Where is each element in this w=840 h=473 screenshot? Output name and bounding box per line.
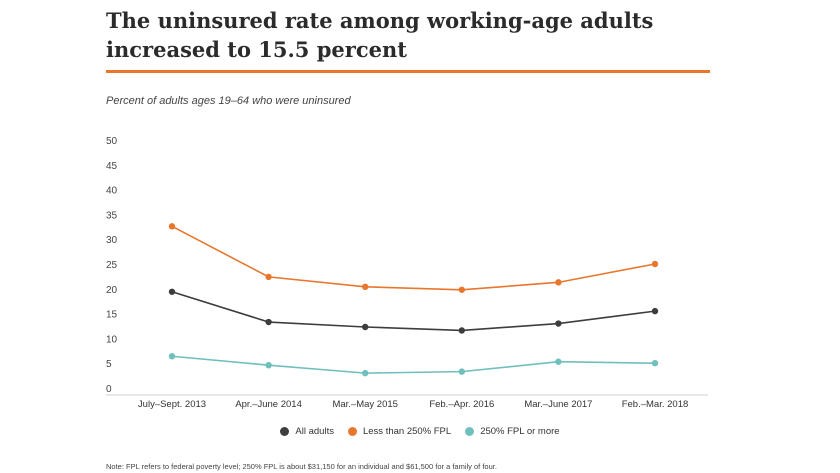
data-point-less-than-250-fpl: [458, 286, 465, 293]
legend-item-250-fpl-or-more: 250% FPL or more: [465, 426, 560, 437]
y-tick-label: 40: [106, 186, 118, 197]
y-tick-label: 20: [106, 285, 118, 296]
y-tick-label: 35: [106, 210, 118, 221]
chart-subtitle: Percent of adults ages 19–64 who were un…: [106, 95, 351, 107]
legend-label-all-adults: All adults: [295, 426, 334, 437]
y-tick-label: 45: [106, 161, 118, 172]
legend-dot-all-adults: [280, 427, 290, 436]
data-point-less-than-250-fpl: [168, 223, 176, 230]
legend-label-less-than-250-fpl: Less than 250% FPL: [362, 426, 452, 437]
x-tick-label: Feb.–Apr. 2016: [429, 399, 494, 410]
data-point-250-fpl-or-more: [168, 353, 176, 360]
data-point-all-adults: [362, 323, 369, 331]
data-point-all-adults: [651, 307, 659, 315]
y-tick-label: 50: [106, 136, 118, 147]
data-point-all-adults: [458, 327, 465, 334]
chart-title: The uninsured rate among working-age adu…: [106, 8, 654, 62]
y-tick-label: 10: [106, 334, 118, 345]
y-tick-label: 25: [106, 260, 118, 271]
data-point-250-fpl-or-more: [265, 361, 272, 369]
title-divider: [106, 70, 710, 73]
series-line-all-adults: [171, 291, 656, 332]
legend-item-less-than-250-fpl: Less than 250% FPL: [347, 426, 452, 437]
x-tick-label: July–Sept. 2013: [138, 399, 206, 410]
chart-legend: All adults Less than 250% FPL 250% FPL o…: [0, 426, 840, 437]
data-point-all-adults: [265, 318, 272, 326]
data-point-250-fpl-or-more: [555, 358, 562, 365]
data-point-less-than-250-fpl: [362, 283, 369, 291]
data-point-250-fpl-or-more: [651, 360, 659, 367]
y-tick-label: 0: [106, 384, 112, 395]
data-point-250-fpl-or-more: [458, 368, 465, 375]
x-tick-label: Mar.–May 2015: [332, 399, 397, 410]
data-point-less-than-250-fpl: [265, 273, 272, 281]
legend-dot-250-fpl-or-more: [465, 427, 475, 436]
data-point-all-adults: [555, 320, 562, 327]
y-tick-label: 5: [106, 359, 112, 370]
legend-item-all-adults: All adults: [280, 426, 334, 437]
data-point-all-adults: [168, 288, 176, 295]
data-point-250-fpl-or-more: [362, 369, 369, 377]
data-point-less-than-250-fpl: [555, 279, 562, 286]
legend-dot-less-than-250-fpl: [347, 427, 357, 436]
series-line-less-than-250-fpl: [171, 225, 656, 291]
x-tick-label: Feb.–Mar. 2018: [622, 399, 689, 410]
chart-note: Note: FPL refers to federal poverty leve…: [106, 462, 497, 471]
y-tick-label: 30: [106, 235, 118, 246]
x-tick-label: Mar.–June 2017: [524, 399, 592, 410]
data-point-less-than-250-fpl: [651, 260, 659, 268]
y-tick-label: 15: [106, 310, 118, 321]
x-tick-label: Apr.–June 2014: [235, 399, 302, 410]
legend-label-250-fpl-or-more: 250% FPL or more: [480, 426, 560, 437]
series-line-250-fpl-or-more: [171, 355, 656, 374]
